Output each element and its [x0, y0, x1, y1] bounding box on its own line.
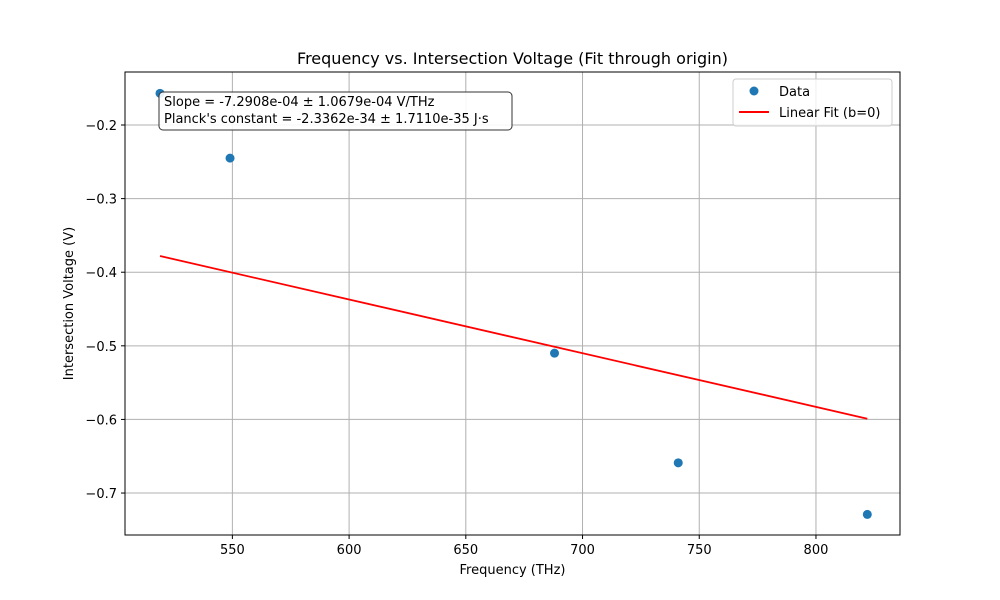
x-tick-label: 700 [570, 543, 595, 558]
legend-label-fit: Linear Fit (b=0) [779, 106, 880, 121]
y-tick-label: −0.7 [85, 487, 117, 502]
data-point [550, 348, 560, 358]
y-tick-label: −0.6 [85, 413, 117, 428]
y-tick-label: −0.3 [85, 193, 117, 208]
x-tick-label: 600 [337, 543, 362, 558]
x-tick-label: 750 [687, 543, 712, 558]
y-tick-label: −0.4 [85, 266, 117, 281]
x-tick-label: 800 [804, 543, 829, 558]
annotation-box-frame [158, 91, 513, 131]
fit-line-layer [159, 255, 868, 420]
data-point [225, 153, 235, 163]
y-tick-label: −0.5 [85, 340, 117, 355]
x-tick-label: 650 [453, 543, 478, 558]
plot-area-frame [124, 71, 901, 536]
annotation-slope: Slope = -7.2908e-04 ± 1.0679e-04 V/THz [164, 95, 435, 110]
legend-marker-data [749, 86, 759, 96]
annotation-planck: Planck's constant = -2.3362e-34 ± 1.7110… [164, 112, 489, 127]
annotation-box: Slope = -7.2908e-04 ± 1.0679e-04 V/THz P… [158, 91, 513, 131]
y-axis-label: Intersection Voltage (V) [62, 227, 77, 380]
legend-label-data: Data [779, 85, 810, 100]
legend-frame [732, 78, 893, 127]
chart-title: Frequency vs. Intersection Voltage (Fit … [297, 49, 728, 68]
legend: Data Linear Fit (b=0) [732, 78, 893, 127]
x-axis-label: Frequency (THz) [460, 563, 566, 578]
data-point [862, 509, 872, 519]
x-axis-ticks: 550 600 650 700 750 800 [220, 535, 828, 558]
x-tick-label: 550 [220, 543, 245, 558]
y-tick-label: −0.2 [85, 119, 117, 134]
fit-line [159, 255, 868, 420]
y-axis-ticks: −0.2 −0.3 −0.4 −0.5 −0.6 −0.7 [85, 119, 125, 502]
data-point [673, 458, 683, 468]
